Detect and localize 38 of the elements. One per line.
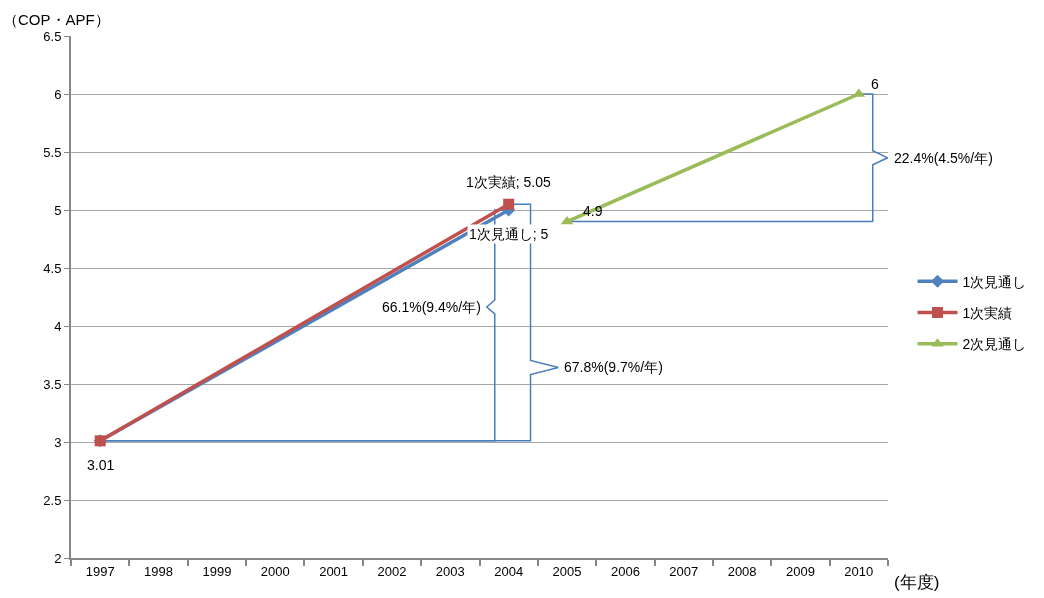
legend-label: 2次見通し	[962, 336, 1027, 353]
x-tick-label: 2007	[669, 563, 699, 579]
data-label: 1次見通し; 5	[469, 226, 549, 242]
y-tick-label: 6	[54, 86, 62, 102]
y-tick-label: 3.5	[43, 376, 62, 392]
x-tick-label: 2002	[377, 563, 407, 579]
x-tick-label: 2009	[786, 563, 815, 579]
y-axis-title: （COP・APF）	[3, 11, 110, 28]
y-tick-label: 5.5	[43, 144, 62, 160]
y-tick-label: 6.5	[43, 28, 62, 44]
legend-label: 1次実績	[962, 304, 1013, 321]
data-label: 4.9	[583, 203, 603, 219]
y-tick-label: 4.5	[43, 260, 62, 276]
annotation: 66.1%(9.4%/年)	[382, 299, 481, 315]
x-tick-label: 2010	[844, 563, 874, 579]
y-tick-label: 5	[54, 202, 62, 218]
legend-label: 1次見通し	[962, 273, 1027, 290]
text: 22.4%(4.5%/年)	[894, 150, 993, 166]
x-tick-label: 1998	[144, 563, 173, 579]
y-tick-label: 3	[54, 434, 62, 450]
data-label: 3.01	[87, 457, 115, 473]
x-tick-label: 2004	[494, 563, 524, 579]
y-tick-label: 2.5	[43, 492, 62, 508]
x-tick-label: 2008	[727, 563, 757, 579]
x-tick-label: 2001	[319, 563, 349, 579]
point	[503, 198, 515, 210]
y-tick-label: 4	[54, 318, 62, 334]
x-tick-label: 2003	[435, 563, 465, 579]
x-tick-label: 2000	[260, 563, 290, 579]
y-tick-label: 2	[54, 550, 62, 566]
x-tick-label: 1999	[202, 563, 232, 579]
data-label: 6	[871, 76, 879, 92]
x-tick-label: 2005	[552, 563, 582, 579]
x-tick-label: 2006	[610, 563, 640, 579]
x-tick-label: 1997	[85, 563, 115, 579]
x-axis-title: (年度)	[894, 573, 940, 592]
data-label: 1次実績; 5.05	[466, 174, 552, 190]
annotation: 67.8%(9.7%/年)	[564, 359, 663, 375]
